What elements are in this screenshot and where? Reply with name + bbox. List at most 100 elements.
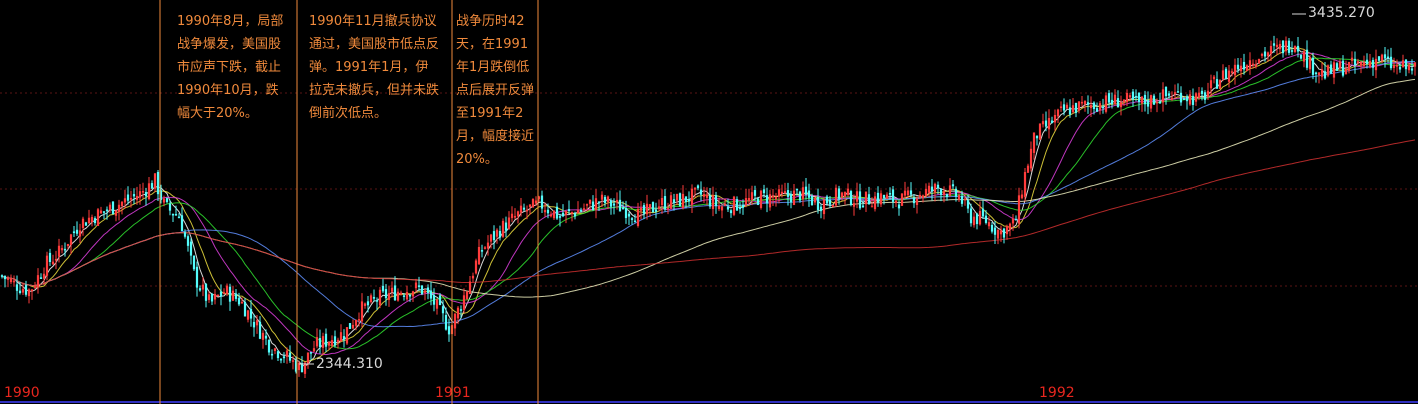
candle-body: [876, 192, 880, 203]
candle-body: [819, 206, 823, 212]
candle-body: [1281, 40, 1285, 54]
candle-body: [657, 206, 661, 209]
candle-body: [852, 203, 856, 207]
candle-body: [1218, 80, 1222, 89]
candle-body: [768, 194, 772, 208]
candle-body: [1266, 52, 1270, 57]
candle-body: [1146, 100, 1150, 107]
candle-body: [279, 358, 283, 361]
candle-body: [219, 291, 223, 297]
candle-body: [216, 294, 220, 297]
candle-body: [384, 289, 388, 299]
candle-body: [1248, 60, 1252, 69]
candle-body: [744, 198, 748, 206]
candle-body: [1011, 218, 1015, 224]
candle-body: [318, 338, 322, 348]
candle-body: [1269, 45, 1273, 54]
candle-body: [12, 280, 16, 283]
candle-body: [495, 229, 499, 237]
candle-body: [1065, 104, 1069, 109]
candle-body: [927, 185, 931, 193]
candle-body: [1233, 64, 1237, 76]
candle-body: [15, 284, 19, 291]
candle-body: [399, 292, 403, 295]
candle-body: [543, 210, 547, 213]
candle-body: [564, 210, 568, 215]
candle-body: [405, 292, 409, 300]
candle-body: [1317, 72, 1321, 76]
candle-body: [897, 204, 901, 209]
candle-body: [1008, 223, 1012, 230]
candle-body: [255, 320, 259, 326]
candle-body: [567, 209, 571, 212]
candle-body: [1305, 49, 1309, 68]
candle-body: [855, 191, 859, 202]
candle-body: [750, 192, 754, 200]
candle-body: [120, 201, 124, 207]
candle-body: [366, 301, 370, 306]
candle-body: [432, 294, 436, 305]
candle-body: [1005, 226, 1009, 235]
candle-body: [291, 360, 295, 362]
candle-body: [654, 209, 658, 212]
candle-body: [1386, 56, 1390, 59]
candle-body: [573, 213, 577, 217]
candle-body: [129, 198, 133, 200]
candle-body: [756, 198, 760, 205]
candle-body: [729, 210, 733, 214]
candle-body: [1224, 68, 1228, 79]
candle-body: [1311, 57, 1315, 75]
candle-body: [1140, 96, 1144, 104]
candle-body: [501, 220, 505, 237]
candle-body: [834, 187, 838, 206]
candle-body: [1062, 104, 1066, 111]
candle-body: [474, 260, 478, 274]
candle-body: [966, 200, 970, 209]
candle-body: [165, 198, 169, 203]
candle-body: [369, 295, 373, 303]
candle-body: [357, 319, 361, 321]
candle-body: [516, 211, 520, 217]
candle-body: [198, 288, 202, 291]
candle-body: [192, 255, 196, 270]
candle-body: [1380, 54, 1384, 61]
candle-body: [1185, 96, 1189, 102]
candle-body: [1137, 92, 1141, 102]
candle-body: [648, 204, 652, 209]
low-price-label: 2344.310: [316, 356, 383, 372]
candle-body: [486, 242, 490, 249]
candle-body: [345, 327, 349, 344]
candle-body: [441, 306, 445, 314]
ma-line-20: [1, 52, 1416, 356]
candle-body: [597, 201, 601, 204]
candle-body: [993, 227, 997, 235]
candle-body: [717, 205, 721, 210]
candle-body: [1251, 63, 1255, 66]
candle-body: [672, 199, 676, 203]
candle-body: [687, 198, 691, 202]
ma-line-250: [1, 139, 1416, 287]
candle-body: [492, 231, 496, 241]
candle-body: [1050, 120, 1054, 124]
candle-body: [498, 230, 502, 238]
candle-body: [375, 300, 379, 302]
candle-body: [951, 184, 955, 187]
candle-body: [354, 319, 358, 326]
candle-body: [273, 348, 277, 351]
candle-body: [1113, 94, 1117, 105]
candle-body: [258, 321, 262, 339]
candle-body: [909, 190, 913, 195]
candle-body: [1143, 94, 1147, 105]
candle-body: [510, 213, 514, 219]
candle-body: [414, 282, 418, 289]
candle-body: [66, 243, 70, 247]
candle-body: [765, 195, 769, 204]
candle-body: [321, 336, 325, 348]
candle-body: [651, 202, 655, 213]
candle-body: [618, 199, 622, 212]
candle-body: [36, 275, 40, 288]
candle-body: [42, 273, 46, 279]
candle-body: [1149, 95, 1153, 109]
candle-body: [741, 204, 745, 208]
candle-body: [1017, 195, 1021, 224]
